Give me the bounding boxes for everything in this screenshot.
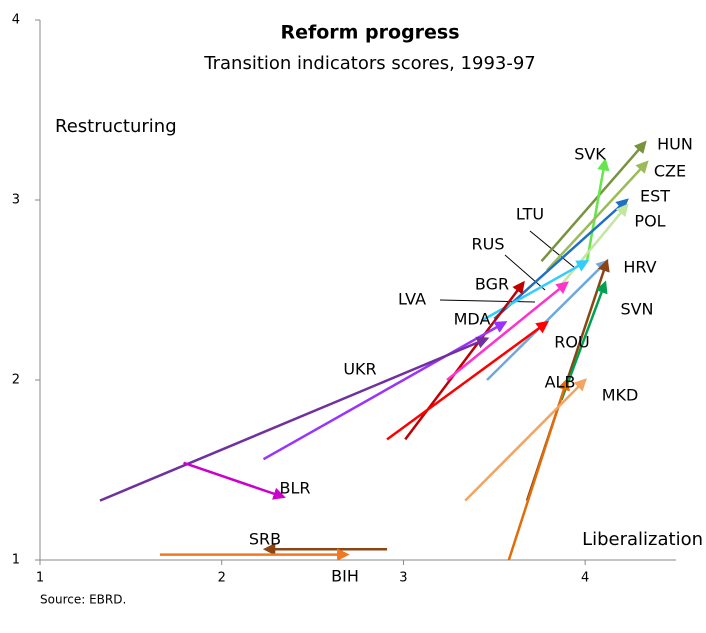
arrow bbox=[493, 198, 629, 320]
x-tick-label: 2 bbox=[218, 571, 226, 586]
country-label: SRB bbox=[249, 530, 281, 549]
x-tick-label: 4 bbox=[581, 571, 589, 586]
country-label: SVK bbox=[574, 145, 606, 164]
x-tick-label: 1 bbox=[36, 571, 44, 586]
leader-line bbox=[504, 254, 546, 291]
country-label: LVA bbox=[398, 290, 426, 309]
country-label: BIH bbox=[331, 567, 359, 586]
country-label: MDA bbox=[454, 310, 491, 329]
arrow bbox=[486, 259, 609, 381]
country-label: ROU bbox=[554, 333, 589, 352]
x-axis-label: Liberalization bbox=[582, 529, 703, 550]
country-label: BLR bbox=[279, 479, 310, 498]
arrow bbox=[560, 203, 629, 286]
country-label: CZE bbox=[654, 162, 686, 181]
arrow bbox=[262, 321, 508, 461]
arrow bbox=[480, 259, 590, 322]
arrow bbox=[507, 377, 570, 561]
arrow bbox=[386, 320, 550, 441]
arrow bbox=[546, 160, 649, 272]
country-label: POL bbox=[634, 212, 665, 231]
source: Source: EBRD. bbox=[40, 593, 126, 607]
country-label: HUN bbox=[657, 135, 693, 154]
arrow bbox=[404, 280, 525, 441]
y-axis-label: Restructuring bbox=[55, 116, 177, 137]
arrow bbox=[99, 336, 490, 502]
chart-subtitle: Transition indicators scores, 1993-97 bbox=[203, 53, 536, 74]
y-tick-label: 2 bbox=[12, 373, 20, 388]
country-label: EST bbox=[640, 187, 670, 206]
country-label: RUS bbox=[472, 235, 505, 254]
country-label: MKD bbox=[602, 386, 639, 405]
x-tick-label: 3 bbox=[399, 571, 407, 586]
country-label: BGR bbox=[475, 275, 509, 294]
arrow bbox=[464, 378, 587, 502]
leader-line bbox=[439, 299, 536, 303]
arrow bbox=[585, 157, 610, 262]
arrow bbox=[183, 461, 286, 500]
country-label: HRV bbox=[623, 258, 656, 277]
country-label: UKR bbox=[343, 360, 376, 379]
country-label: LTU bbox=[516, 205, 544, 224]
y-tick-label: 4 bbox=[12, 13, 20, 28]
arrow bbox=[446, 281, 569, 381]
country-label: ALB bbox=[545, 373, 576, 392]
country-label: SVN bbox=[620, 300, 653, 319]
chart-title: Reform progress bbox=[280, 22, 459, 44]
y-tick-label: 3 bbox=[12, 193, 20, 208]
y-tick-label: 1 bbox=[12, 553, 20, 568]
arrow bbox=[540, 140, 647, 263]
